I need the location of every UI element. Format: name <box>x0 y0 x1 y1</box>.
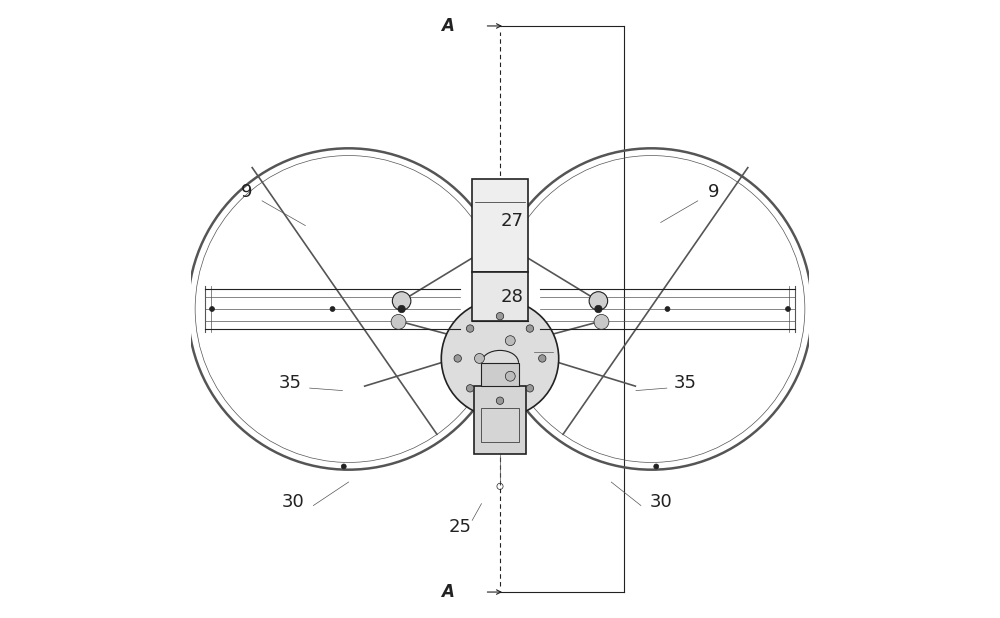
Circle shape <box>466 325 474 332</box>
Circle shape <box>505 336 515 345</box>
Bar <box>481 363 519 386</box>
Circle shape <box>496 397 504 404</box>
Bar <box>472 272 528 321</box>
Circle shape <box>505 371 515 381</box>
Circle shape <box>654 464 659 469</box>
Circle shape <box>475 353 484 363</box>
Circle shape <box>665 307 670 311</box>
Text: 28: 28 <box>501 287 524 306</box>
Text: 35: 35 <box>674 374 697 392</box>
Circle shape <box>454 355 461 362</box>
Circle shape <box>526 384 534 392</box>
Circle shape <box>589 292 608 310</box>
Text: A: A <box>441 17 454 35</box>
Circle shape <box>330 307 335 311</box>
Text: 35: 35 <box>278 374 301 392</box>
Circle shape <box>341 464 346 469</box>
Bar <box>472 179 528 272</box>
Bar <box>474 386 526 454</box>
Circle shape <box>496 313 504 320</box>
Circle shape <box>786 307 790 311</box>
Circle shape <box>391 315 406 329</box>
Text: 30: 30 <box>282 493 304 511</box>
Text: 9: 9 <box>241 182 252 201</box>
Circle shape <box>392 292 411 310</box>
Circle shape <box>594 315 609 329</box>
Text: 27: 27 <box>501 212 524 230</box>
Circle shape <box>441 300 559 417</box>
Circle shape <box>210 307 214 311</box>
Circle shape <box>595 305 602 313</box>
Circle shape <box>526 325 534 332</box>
Text: A: A <box>441 583 454 601</box>
Circle shape <box>398 305 405 313</box>
Text: 25: 25 <box>448 517 471 536</box>
Text: 30: 30 <box>649 493 672 511</box>
Text: 9: 9 <box>707 182 719 201</box>
Bar <box>481 408 519 442</box>
Circle shape <box>466 384 474 392</box>
Circle shape <box>539 355 546 362</box>
